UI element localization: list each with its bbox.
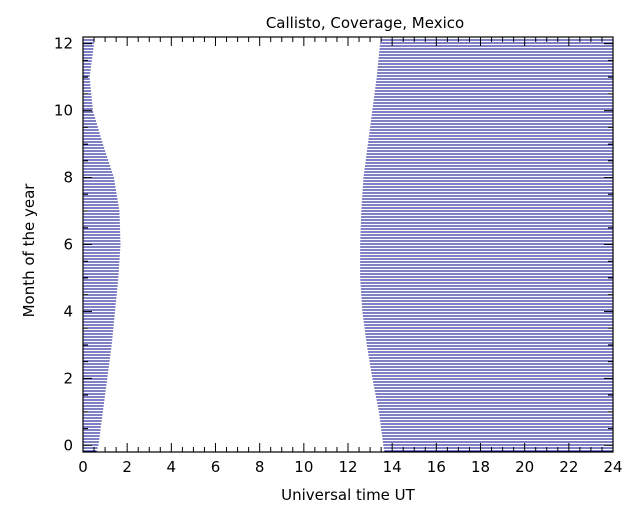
x-tick-label: 22 (559, 458, 578, 476)
y-tick-label: 12 (54, 35, 73, 53)
y-axis-label: Month of the year (20, 183, 38, 318)
x-tick-label: 4 (167, 458, 177, 476)
y-tick-label: 4 (63, 302, 73, 320)
y-tick-label: 2 (63, 369, 73, 387)
chart-title: Callisto, Coverage, Mexico (266, 14, 464, 32)
x-tick-label: 12 (338, 458, 357, 476)
x-tick-label: 16 (427, 458, 446, 476)
y-tick-label: 10 (54, 102, 73, 120)
x-axis-label: Universal time UT (281, 486, 416, 504)
y-tick-label: 6 (63, 236, 73, 254)
coverage-region-left-covered (83, 39, 121, 452)
x-tick-label: 10 (294, 458, 313, 476)
coverage-fill (83, 39, 613, 452)
y-tick-label: 8 (63, 169, 73, 187)
x-tick-label: 2 (122, 458, 132, 476)
x-tick-label: 24 (603, 458, 622, 476)
x-tick-label: 6 (211, 458, 221, 476)
x-tick-label: 8 (255, 458, 265, 476)
x-tick-label: 20 (515, 458, 534, 476)
x-tick-label: 14 (383, 458, 402, 476)
coverage-region-right-covered (360, 39, 613, 452)
x-tick-label: 18 (471, 458, 490, 476)
x-tick-label: 0 (78, 458, 88, 476)
y-tick-label: 0 (63, 436, 73, 454)
